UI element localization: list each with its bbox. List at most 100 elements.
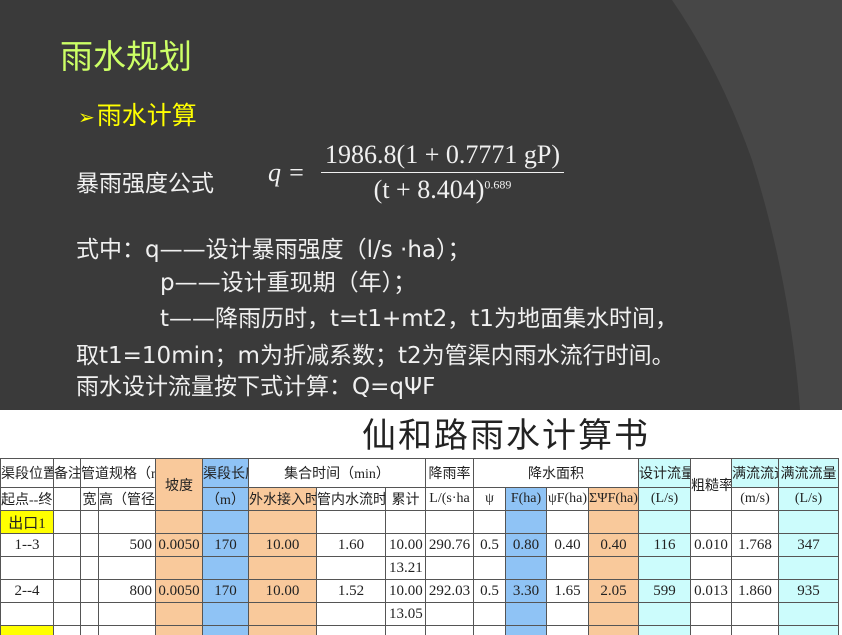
table-cell[interactable]: 1.52 bbox=[316, 579, 386, 603]
table-cell[interactable] bbox=[80, 602, 99, 626]
table-cell[interactable] bbox=[248, 510, 317, 534]
table-cell[interactable] bbox=[588, 510, 639, 534]
table-cell[interactable] bbox=[155, 556, 203, 580]
table-cell[interactable] bbox=[425, 510, 474, 534]
table-cell[interactable] bbox=[778, 602, 839, 626]
table-cell[interactable] bbox=[80, 625, 99, 635]
table-cell[interactable] bbox=[98, 510, 156, 534]
table-cell[interactable] bbox=[155, 602, 203, 626]
table-cell[interactable]: 0.80 bbox=[505, 533, 547, 557]
table-cell[interactable] bbox=[0, 556, 54, 580]
table-cell[interactable]: 出口1 bbox=[0, 510, 54, 534]
table-cell[interactable] bbox=[690, 556, 732, 580]
table-cell[interactable] bbox=[731, 625, 779, 635]
table-cell[interactable] bbox=[98, 625, 156, 635]
table-cell[interactable] bbox=[316, 602, 386, 626]
table-cell[interactable] bbox=[778, 556, 839, 580]
table-cell[interactable] bbox=[546, 556, 589, 580]
table-cell[interactable]: 170 bbox=[202, 533, 249, 557]
table-cell[interactable]: 935 bbox=[778, 579, 839, 603]
table-cell[interactable] bbox=[53, 579, 81, 603]
table-cell[interactable]: 2--4 bbox=[0, 579, 54, 603]
table-cell[interactable] bbox=[202, 625, 249, 635]
table-cell[interactable] bbox=[473, 602, 506, 626]
table-cell[interactable] bbox=[425, 602, 474, 626]
table-cell[interactable] bbox=[80, 533, 99, 557]
table-cell[interactable] bbox=[778, 510, 839, 534]
table-cell[interactable] bbox=[690, 510, 732, 534]
table-cell[interactable]: 0.40 bbox=[546, 533, 589, 557]
table-cell[interactable]: 13.05 bbox=[385, 602, 426, 626]
table-cell[interactable] bbox=[731, 602, 779, 626]
table-cell[interactable]: 10.00 bbox=[385, 533, 426, 557]
table-cell[interactable]: 0.013 bbox=[690, 579, 732, 603]
table-cell[interactable]: 347 bbox=[778, 533, 839, 557]
table-cell[interactable] bbox=[53, 625, 81, 635]
table-cell[interactable]: 10.00 bbox=[385, 579, 426, 603]
table-cell[interactable] bbox=[53, 510, 81, 534]
table-cell[interactable] bbox=[638, 510, 691, 534]
table-cell[interactable] bbox=[638, 602, 691, 626]
table-cell[interactable] bbox=[505, 602, 547, 626]
table-cell[interactable]: 0.010 bbox=[690, 533, 732, 557]
table-cell[interactable] bbox=[385, 510, 426, 534]
table-cell[interactable]: 500 bbox=[98, 533, 156, 557]
table-cell[interactable] bbox=[202, 510, 249, 534]
table-cell[interactable] bbox=[473, 556, 506, 580]
table-cell[interactable] bbox=[53, 556, 81, 580]
table-cell[interactable]: 10.00 bbox=[248, 533, 317, 557]
table-cell[interactable] bbox=[778, 625, 839, 635]
table-cell[interactable] bbox=[202, 602, 249, 626]
table-cell[interactable] bbox=[546, 510, 589, 534]
table-cell[interactable] bbox=[98, 602, 156, 626]
table-cell[interactable]: 0.0050 bbox=[155, 579, 203, 603]
table-cell[interactable]: 2.05 bbox=[588, 579, 639, 603]
table-cell[interactable] bbox=[546, 625, 589, 635]
table-cell[interactable] bbox=[0, 602, 54, 626]
table-cell[interactable]: 0.5 bbox=[473, 579, 506, 603]
table-cell[interactable] bbox=[80, 510, 99, 534]
table-cell[interactable] bbox=[588, 556, 639, 580]
table-cell[interactable] bbox=[248, 602, 317, 626]
table-cell[interactable]: 1.65 bbox=[546, 579, 589, 603]
table-cell[interactable]: 1.60 bbox=[316, 533, 386, 557]
table-cell[interactable] bbox=[385, 625, 426, 635]
table-cell[interactable] bbox=[80, 579, 99, 603]
table-cell[interactable]: 292.03 bbox=[425, 579, 474, 603]
table-cell[interactable] bbox=[690, 602, 732, 626]
table-cell[interactable]: 599 bbox=[638, 579, 691, 603]
table-cell[interactable] bbox=[588, 602, 639, 626]
table-cell[interactable]: 290.76 bbox=[425, 533, 474, 557]
table-cell[interactable] bbox=[155, 625, 203, 635]
table-cell[interactable] bbox=[80, 556, 99, 580]
table-cell[interactable] bbox=[0, 625, 54, 635]
table-cell[interactable] bbox=[638, 625, 691, 635]
table-cell[interactable]: 1.860 bbox=[731, 579, 779, 603]
table-cell[interactable] bbox=[546, 602, 589, 626]
table-cell[interactable] bbox=[98, 556, 156, 580]
table-cell[interactable] bbox=[248, 556, 317, 580]
table-cell[interactable] bbox=[53, 533, 81, 557]
table-cell[interactable]: 0.0050 bbox=[155, 533, 203, 557]
table-cell[interactable] bbox=[202, 556, 249, 580]
table-cell[interactable] bbox=[473, 510, 506, 534]
table-cell[interactable]: 10.00 bbox=[248, 579, 317, 603]
table-cell[interactable] bbox=[588, 625, 639, 635]
table-cell[interactable]: 116 bbox=[638, 533, 691, 557]
table-cell[interactable] bbox=[316, 556, 386, 580]
table-cell[interactable] bbox=[425, 556, 474, 580]
table-cell[interactable]: 3.30 bbox=[505, 579, 547, 603]
table-cell[interactable] bbox=[316, 510, 386, 534]
table-cell[interactable] bbox=[505, 625, 547, 635]
table-cell[interactable]: 170 bbox=[202, 579, 249, 603]
table-cell[interactable]: 800 bbox=[98, 579, 156, 603]
table-cell[interactable]: 13.21 bbox=[385, 556, 426, 580]
table-cell[interactable]: 0.5 bbox=[473, 533, 506, 557]
table-cell[interactable]: 0.40 bbox=[588, 533, 639, 557]
table-cell[interactable] bbox=[155, 510, 203, 534]
table-cell[interactable] bbox=[473, 625, 506, 635]
table-cell[interactable] bbox=[731, 510, 779, 534]
table-cell[interactable]: 1--3 bbox=[0, 533, 54, 557]
table-cell[interactable] bbox=[505, 556, 547, 580]
table-cell[interactable] bbox=[731, 556, 779, 580]
